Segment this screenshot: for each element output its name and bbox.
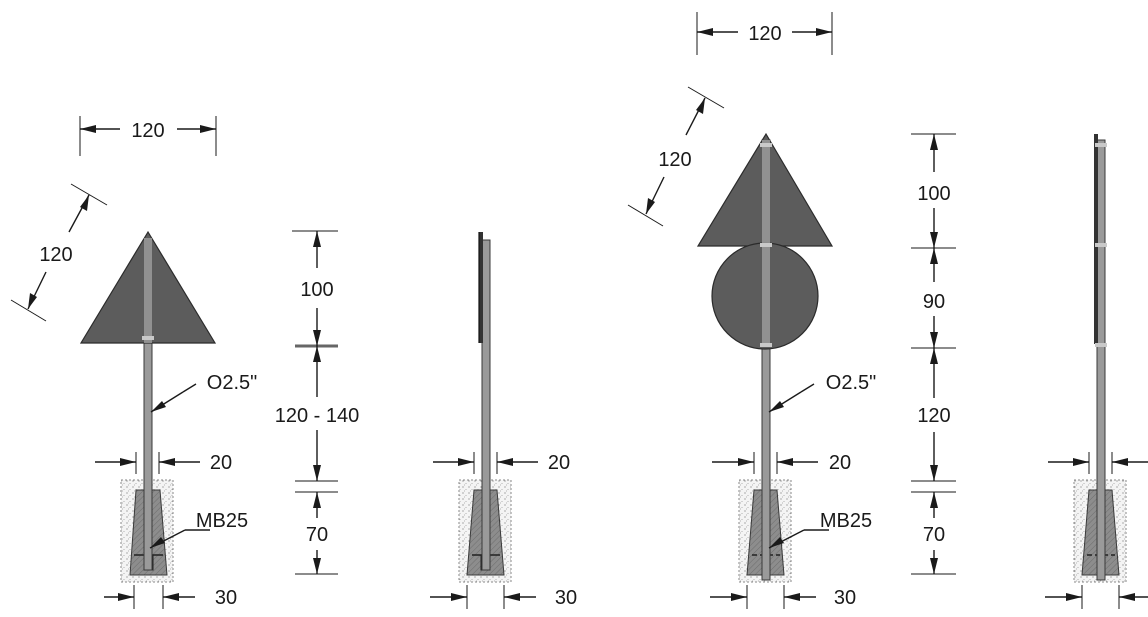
assembly-b-side xyxy=(1045,134,1148,609)
width-label: 120 xyxy=(131,120,164,142)
side-gap-label: 20 xyxy=(548,452,570,474)
foundation-depth-label-b: 70 xyxy=(923,524,945,546)
foundation-width-label: 30 xyxy=(215,587,237,609)
vertical-dims-a: 100 120 - 140 70 xyxy=(275,230,360,575)
sign-height-label: 100 xyxy=(300,279,333,301)
vertical-dims-b: 100 90 120 70 xyxy=(911,133,956,575)
gap-label-b: 20 xyxy=(829,452,851,474)
clamp-band xyxy=(142,336,154,340)
side-foundation-width-label: 30 xyxy=(555,587,577,609)
side-label: 120 xyxy=(39,244,72,266)
assembly-a-side: 20 30 xyxy=(430,232,577,609)
pole-diameter-label: O2.5" xyxy=(207,372,257,394)
pole-behind-sign xyxy=(144,238,152,343)
side-pole xyxy=(481,239,491,571)
assembly-a-front: 120 120 O2.5" 20 MB25 30 xyxy=(10,116,257,609)
pole-diameter-label-b: O2.5" xyxy=(826,372,876,394)
side-label-b: 120 xyxy=(658,149,691,171)
footing-label: MB25 xyxy=(196,510,248,532)
sign-height-label-b: 100 xyxy=(917,183,950,205)
circle-height-label-b: 90 xyxy=(923,291,945,313)
foundation-width-label-b: 30 xyxy=(834,587,856,609)
gap-label: 20 xyxy=(210,452,232,474)
footing-label-b: MB25 xyxy=(820,510,872,532)
post-height-label: 120 - 140 xyxy=(275,405,360,427)
post-height-label-b: 120 xyxy=(917,405,950,427)
side-sign-edge xyxy=(479,232,483,343)
assembly-b-front: 120 120 O2.5" 20 MB25 30 xyxy=(627,12,876,609)
width-label-b: 120 xyxy=(748,23,781,45)
foundation-depth-label: 70 xyxy=(306,524,328,546)
